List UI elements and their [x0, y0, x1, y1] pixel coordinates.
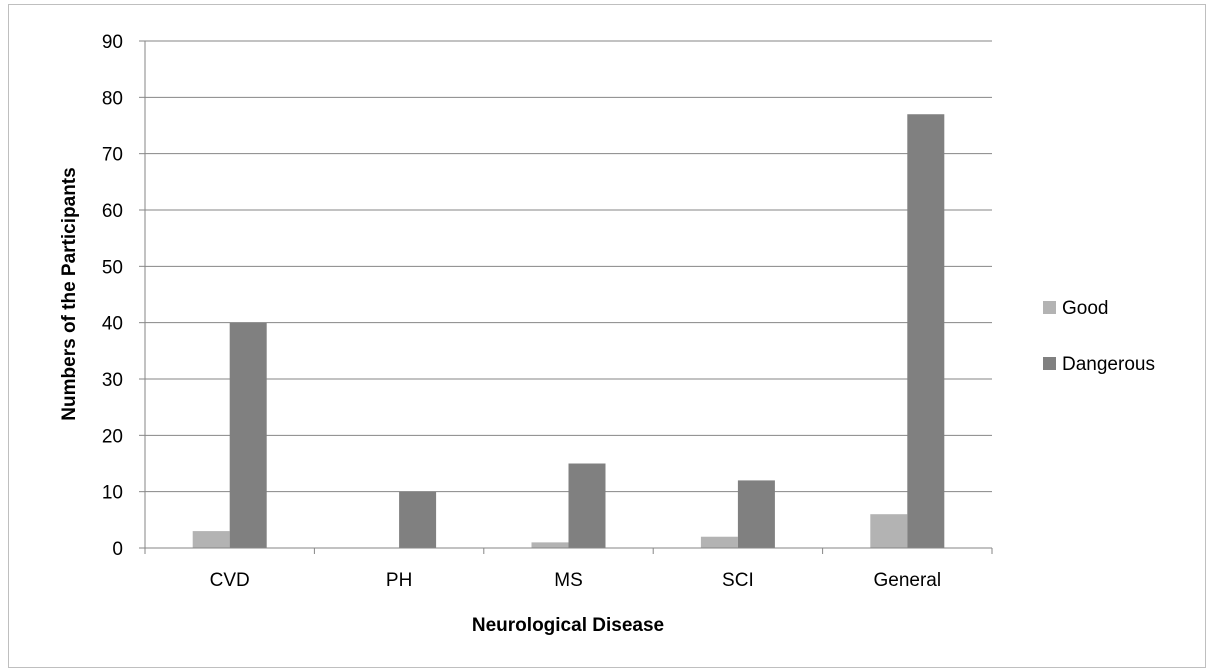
- x-tick-label: CVD: [210, 570, 250, 591]
- bar-dangerous-ph: [399, 491, 437, 548]
- bar-dangerous-ms: [568, 463, 606, 548]
- y-tick-label: 0: [112, 539, 123, 560]
- x-tick-label: SCI: [722, 570, 754, 591]
- bars: [144, 114, 993, 554]
- x-tick-labels: CVD PH MS SCI General: [210, 570, 941, 591]
- y-axis-title: Numbers of the Participants: [59, 167, 80, 420]
- y-tick-label: 90: [102, 32, 123, 53]
- bar-good-sci: [700, 536, 738, 548]
- legend: Good Dangerous: [1043, 298, 1155, 375]
- y-tick-label: 30: [102, 370, 123, 391]
- bar-dangerous-general: [907, 114, 945, 548]
- y-tick-label: 60: [102, 201, 123, 222]
- legend-label-dangerous: Dangerous: [1062, 354, 1155, 375]
- y-tick-label: 20: [102, 426, 123, 447]
- legend-swatch-good: [1043, 301, 1056, 314]
- legend-label-good: Good: [1062, 298, 1108, 319]
- y-tick-label: 70: [102, 145, 123, 166]
- x-tick-label: MS: [554, 570, 583, 591]
- x-tick-label: General: [873, 570, 941, 591]
- y-tick-label: 10: [102, 483, 123, 504]
- chart-frame: [8, 4, 1206, 668]
- y-tick-label: 80: [102, 88, 123, 109]
- bar-good-ms: [531, 542, 569, 548]
- y-tick-label: 50: [102, 257, 123, 278]
- bar-dangerous-sci: [737, 480, 775, 548]
- bar-good-cvd: [192, 531, 230, 548]
- bar-good-general: [870, 514, 908, 548]
- y-tick-label: 40: [102, 314, 123, 335]
- x-axis-title: Neurological Disease: [472, 615, 664, 636]
- legend-swatch-dangerous: [1043, 357, 1056, 370]
- y-tick-labels: 0 10 20 30 40 50 60 70 80 90: [102, 32, 123, 560]
- gridlines: [139, 40, 992, 549]
- x-tick-label: PH: [386, 570, 412, 591]
- bar-dangerous-cvd: [229, 322, 267, 548]
